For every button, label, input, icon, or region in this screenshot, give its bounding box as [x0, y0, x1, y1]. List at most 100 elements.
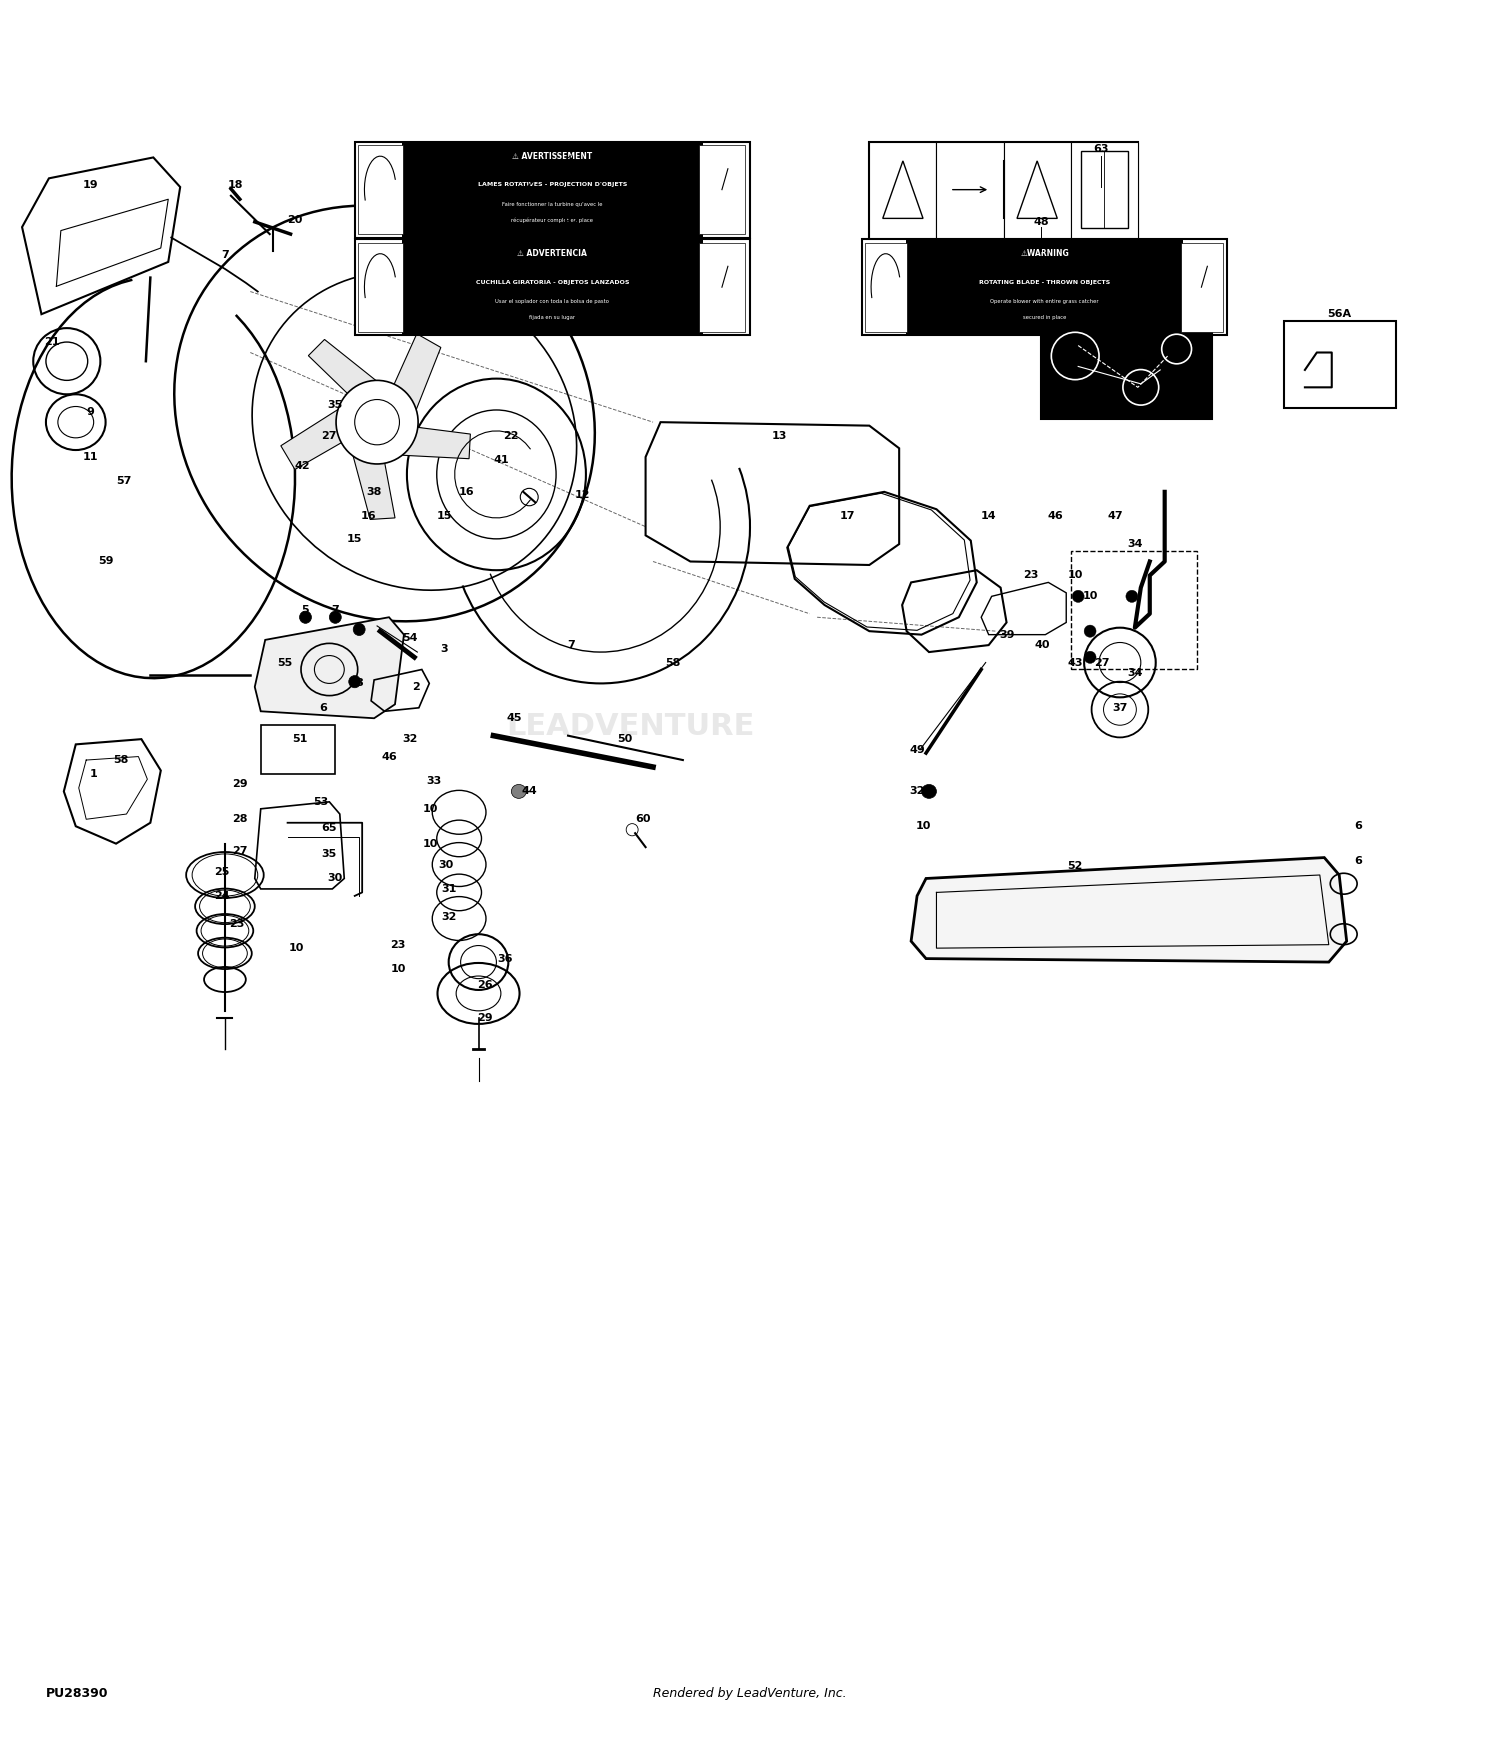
- Text: 37: 37: [1112, 704, 1128, 712]
- Polygon shape: [351, 422, 394, 520]
- Text: secured in place: secured in place: [1023, 315, 1066, 320]
- Text: 21: 21: [44, 338, 60, 346]
- Text: 10: 10: [1083, 592, 1098, 602]
- Ellipse shape: [352, 623, 364, 635]
- Text: 46: 46: [1048, 511, 1064, 522]
- Text: 10: 10: [423, 838, 438, 849]
- Ellipse shape: [348, 676, 360, 688]
- Polygon shape: [376, 422, 471, 459]
- Text: 27: 27: [232, 845, 248, 856]
- Text: 23: 23: [390, 940, 405, 950]
- Text: 48: 48: [1034, 217, 1048, 228]
- Text: ROTATING BLADE - THROWN OBJECTS: ROTATING BLADE - THROWN OBJECTS: [980, 280, 1110, 285]
- Bar: [699, 145, 746, 234]
- Text: 14: 14: [981, 511, 996, 522]
- Text: 24: 24: [214, 891, 230, 901]
- Bar: [1071, 142, 1138, 238]
- Ellipse shape: [300, 611, 312, 623]
- Bar: [870, 142, 1138, 238]
- Ellipse shape: [1084, 625, 1096, 637]
- Text: LAMES ROTATIVES - PROJECTION D'OBJETS: LAMES ROTATIVES - PROJECTION D'OBJETS: [477, 182, 627, 187]
- Text: 32: 32: [441, 912, 456, 922]
- Text: 9: 9: [87, 406, 94, 416]
- Ellipse shape: [921, 784, 936, 798]
- Text: Usar el soplador con toda la bolsa de pasto: Usar el soplador con toda la bolsa de pa…: [495, 299, 609, 304]
- Text: 62: 62: [562, 217, 579, 228]
- Text: 60: 60: [634, 814, 651, 824]
- Text: 16: 16: [459, 487, 474, 497]
- Text: 40: 40: [1035, 640, 1050, 649]
- Text: Rendered by LeadVenture, Inc.: Rendered by LeadVenture, Inc.: [652, 1687, 847, 1699]
- Ellipse shape: [330, 611, 342, 623]
- Bar: [1041, 284, 1212, 418]
- Bar: [357, 145, 404, 234]
- Text: 41: 41: [494, 455, 508, 466]
- Text: 15: 15: [436, 511, 451, 522]
- Text: 59: 59: [98, 556, 114, 567]
- Text: Operate blower with entire grass catcher: Operate blower with entire grass catcher: [990, 299, 1100, 304]
- Text: 17: 17: [839, 511, 855, 522]
- Text: 22: 22: [504, 430, 519, 441]
- Text: 56A: 56A: [1328, 310, 1352, 318]
- Bar: [862, 240, 1227, 334]
- Text: 6: 6: [1354, 821, 1362, 831]
- Text: 49: 49: [909, 744, 926, 754]
- Text: 51: 51: [292, 735, 308, 744]
- Text: ⚠WARNING: ⚠WARNING: [1020, 248, 1070, 259]
- Text: 58: 58: [664, 658, 680, 667]
- Text: 28: 28: [232, 814, 248, 824]
- Bar: [699, 243, 746, 331]
- Bar: [1004, 142, 1071, 238]
- Ellipse shape: [512, 784, 526, 798]
- Text: 61: 61: [562, 144, 579, 154]
- Text: 32: 32: [909, 786, 926, 796]
- Text: 45: 45: [507, 714, 522, 723]
- Text: 53: 53: [314, 796, 328, 807]
- Text: 7: 7: [567, 640, 574, 649]
- Text: 5: 5: [302, 606, 309, 616]
- Text: 34: 34: [1126, 539, 1143, 550]
- Text: 52: 52: [1068, 861, 1083, 872]
- Text: 35: 35: [321, 849, 338, 859]
- Text: 12: 12: [574, 490, 591, 500]
- Text: 63: 63: [1094, 144, 1108, 154]
- Polygon shape: [309, 340, 382, 422]
- Text: 27: 27: [321, 430, 338, 441]
- Text: PU28390: PU28390: [46, 1687, 108, 1699]
- Text: 50: 50: [616, 735, 633, 744]
- Text: 30: 30: [327, 873, 344, 884]
- Text: 55: 55: [278, 658, 292, 667]
- Bar: [1284, 322, 1396, 408]
- Text: Faire fonctionner la turbine qu'avec le: Faire fonctionner la turbine qu'avec le: [503, 201, 603, 206]
- Text: 36: 36: [498, 954, 513, 964]
- Text: 7: 7: [220, 250, 230, 261]
- Text: 8: 8: [356, 679, 363, 688]
- Text: 23: 23: [1023, 570, 1038, 581]
- Text: 54: 54: [402, 634, 417, 644]
- Text: 19: 19: [82, 180, 99, 191]
- Bar: [1180, 243, 1222, 331]
- Text: 3: 3: [441, 644, 448, 653]
- Bar: [1082, 150, 1128, 228]
- Text: 20: 20: [288, 215, 303, 226]
- Text: 27: 27: [1095, 658, 1110, 667]
- Text: 25: 25: [214, 866, 230, 877]
- Bar: [1071, 551, 1197, 670]
- Text: LEADVENTURE: LEADVENTURE: [507, 712, 754, 742]
- Text: 32: 32: [402, 735, 417, 744]
- Text: 39: 39: [999, 630, 1014, 640]
- Polygon shape: [376, 334, 441, 422]
- Text: 13: 13: [772, 430, 788, 441]
- Text: ⚠ AVERTISSEMENT: ⚠ AVERTISSEMENT: [512, 152, 592, 161]
- Text: 18: 18: [228, 180, 243, 191]
- Bar: [261, 724, 336, 774]
- Text: 64: 64: [1122, 299, 1138, 308]
- Text: 6: 6: [320, 704, 327, 712]
- Polygon shape: [280, 406, 376, 469]
- Text: 6: 6: [1354, 856, 1362, 866]
- Text: CUCHILLA GIRATORIA - OBJETOS LANZADOS: CUCHILLA GIRATORIA - OBJETOS LANZADOS: [476, 280, 628, 285]
- Text: 4: 4: [356, 625, 363, 635]
- Bar: [870, 142, 936, 238]
- Text: 26: 26: [477, 980, 492, 990]
- Text: 35: 35: [327, 399, 344, 410]
